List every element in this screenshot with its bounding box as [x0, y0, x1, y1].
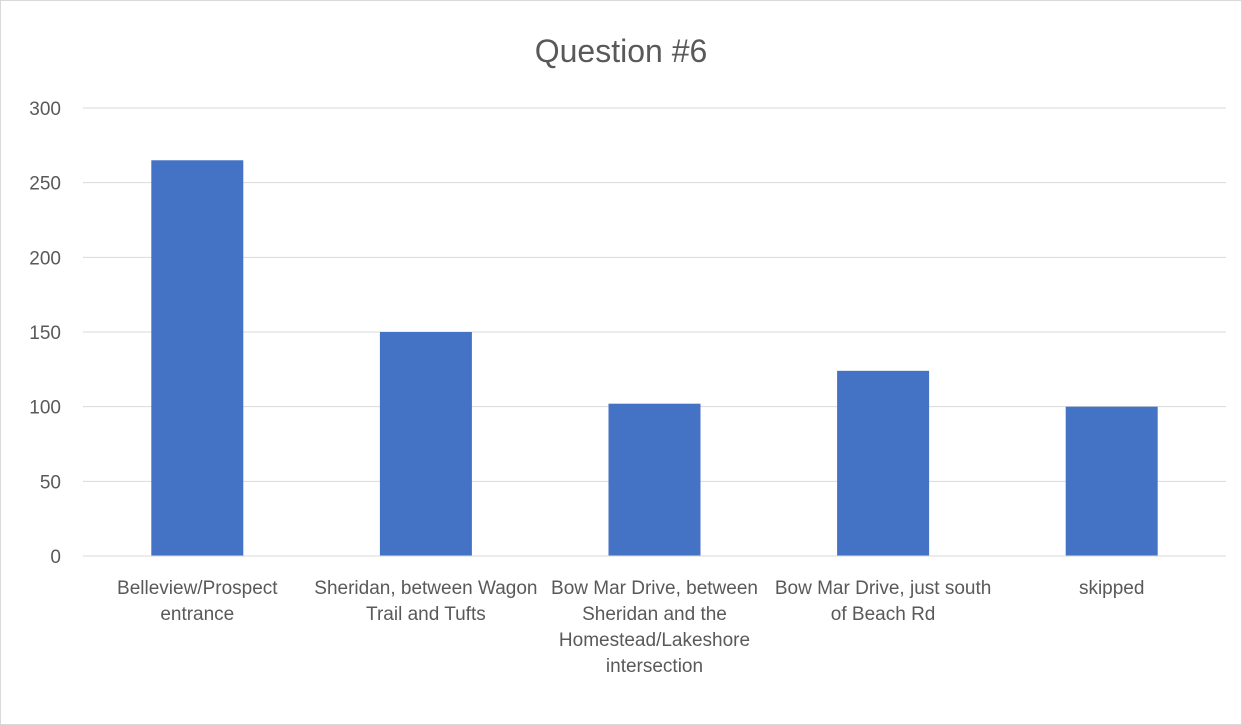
y-tick-label: 150 [29, 323, 61, 344]
bar [608, 403, 701, 556]
bar [837, 370, 930, 556]
bar [379, 332, 472, 556]
x-tick-label: Belleview/Prospect entrance [117, 578, 278, 625]
x-tick-label: skipped [1078, 578, 1145, 599]
x-tick-label: Sheridan, between Wagon Trail and Tufts [314, 578, 538, 625]
y-tick-label: 250 [29, 174, 61, 195]
y-tick-label: 100 [29, 398, 61, 419]
x-tick-label: Bow Mar Drive, between Sheridan and the … [551, 578, 758, 677]
y-tick-label: 200 [29, 248, 61, 269]
chart-title: Question #6 [534, 33, 708, 69]
y-tick-label: 300 [29, 99, 61, 120]
bar [151, 160, 244, 556]
y-tick-label: 0 [50, 547, 61, 568]
y-tick-label: 50 [40, 472, 61, 493]
bar [1065, 406, 1158, 556]
x-tick-label: Bow Mar Drive, just south of Beach Rd [774, 578, 992, 625]
